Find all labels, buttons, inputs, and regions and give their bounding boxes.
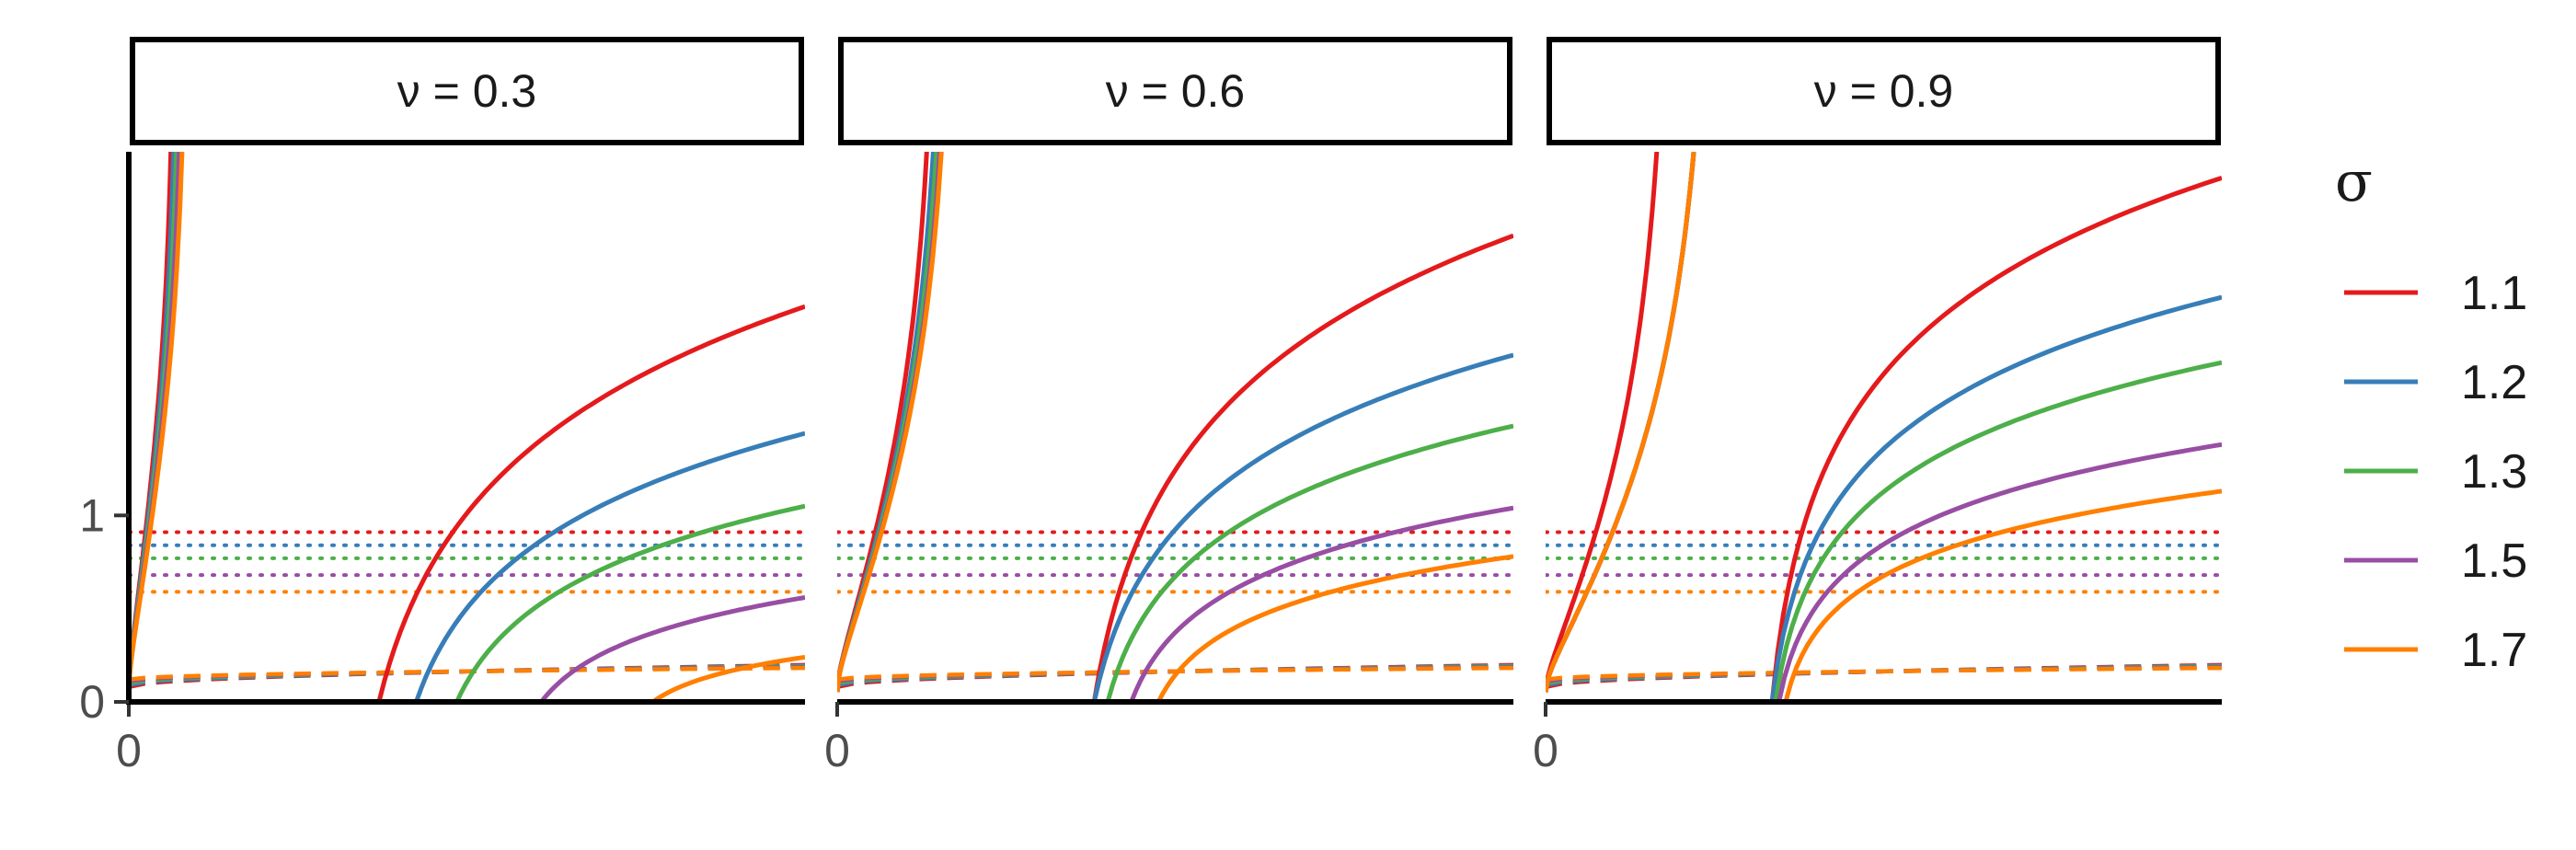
- series-line-right-branch: [1777, 442, 2222, 702]
- dashed-series-line: [1546, 662, 2222, 690]
- legend-label: 1.3: [2461, 445, 2527, 499]
- series-line-right-branch: [1091, 233, 1513, 702]
- legend-title: σ: [2335, 150, 2373, 214]
- y-tick-label: 1: [79, 489, 105, 541]
- panel-data: [837, 152, 1513, 702]
- panel-data: [1546, 152, 2222, 702]
- facet-strip: [838, 37, 1512, 145]
- series-line-left-branch: [837, 152, 944, 693]
- chart-legend: σ 1.1 1.2 1.3 1.5 1.7: [2335, 150, 2527, 677]
- legend-label: 1.7: [2461, 624, 2527, 677]
- facet-panel: ν = 0.6: [837, 37, 1513, 702]
- series-line-right-branch: [1769, 294, 2222, 702]
- series-line-right-branch: [1091, 352, 1513, 702]
- series-line-right-branch: [1129, 505, 1513, 702]
- facet-strip: [130, 37, 804, 145]
- chart-axes: 0 0 001: [79, 152, 2222, 776]
- dashed-series-line: [1546, 664, 2222, 685]
- legend-label: 1.2: [2461, 356, 2527, 409]
- series-line-right-branch: [1769, 176, 2222, 702]
- facet-strip-label: ν = 0.6: [1106, 65, 1246, 117]
- legend-label: 1.5: [2461, 534, 2527, 588]
- legend-label: 1.1: [2461, 267, 2527, 320]
- series-line-right-branch: [539, 595, 805, 702]
- series-line-right-branch: [1156, 554, 1513, 702]
- dashed-series-line: [1546, 663, 2222, 688]
- x-tick-label: 0: [824, 725, 850, 776]
- facet-panel: ν = 0.3: [129, 37, 805, 702]
- series-line-right-branch: [454, 503, 805, 702]
- chart-panels: ν = 0.3 ν = 0.6 ν = 0.9: [129, 37, 2222, 702]
- series-line-right-branch: [651, 654, 805, 702]
- facet-strip-label: ν = 0.3: [397, 65, 537, 117]
- dashed-series-line: [1546, 665, 2222, 682]
- x-tick-label: 0: [116, 725, 142, 776]
- series-line-left-branch: [1546, 152, 1696, 693]
- facet-panel: ν = 0.9: [1546, 37, 2222, 702]
- series-line-right-branch: [1105, 423, 1513, 702]
- series-line-right-branch: [376, 304, 805, 702]
- series-line-left-branch: [129, 152, 185, 693]
- panel-data: [129, 152, 805, 702]
- series-line-left-branch: [1546, 152, 1660, 693]
- facet-strip: [1547, 37, 2221, 145]
- series-line-right-branch: [414, 431, 805, 702]
- series-line-right-branch: [1773, 360, 2222, 702]
- dashed-series-line: [129, 665, 805, 682]
- x-tick-label: 0: [1533, 725, 1558, 776]
- series-line-right-branch: [1783, 488, 2222, 702]
- facet-strip-label: ν = 0.9: [1814, 65, 1954, 117]
- y-tick-label: 0: [79, 676, 105, 728]
